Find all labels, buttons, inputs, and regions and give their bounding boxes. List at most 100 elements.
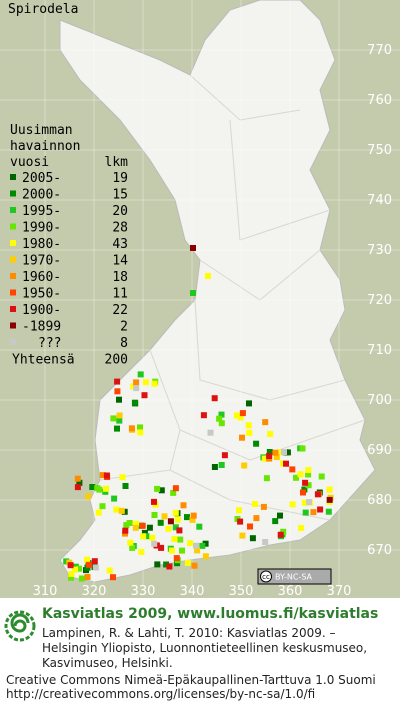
observation (137, 424, 143, 431)
observation (78, 575, 85, 582)
observation (302, 479, 309, 486)
grid-label: 770 (367, 43, 392, 58)
observation (163, 561, 170, 568)
legend-swatch (10, 223, 16, 230)
observation (266, 453, 273, 459)
legend-count: 28 (112, 221, 128, 236)
observation (165, 525, 172, 532)
observation (202, 540, 209, 547)
observation (211, 464, 218, 470)
observation (239, 434, 245, 441)
observation (106, 567, 113, 574)
grid-label: 360 (278, 584, 303, 599)
observation (202, 553, 209, 560)
observation (133, 385, 140, 392)
observation (63, 558, 70, 565)
observation (177, 536, 184, 543)
license-line: Creative Commons Nimeä-Epäkaupallinen-Ta… (6, 673, 376, 687)
observation (317, 506, 324, 513)
observation (310, 509, 317, 516)
observation (179, 547, 185, 554)
badge-box (257, 568, 332, 585)
observation (99, 472, 106, 479)
legend-count: 15 (112, 188, 128, 203)
grid-label: 750 (367, 143, 392, 158)
badge-icon (260, 570, 272, 583)
badge-text: BY-NC-SA (275, 573, 313, 582)
legend-label: 1960- (22, 270, 61, 285)
observation (239, 532, 246, 539)
observation (326, 486, 333, 493)
observation (103, 485, 109, 492)
legend-swatch (10, 339, 16, 345)
observation (305, 471, 312, 478)
observation (143, 533, 150, 540)
legend-label: -1899 (22, 320, 61, 335)
observation (184, 559, 191, 566)
observation (154, 561, 161, 568)
observation (239, 410, 246, 417)
observation (246, 429, 253, 436)
grid-label: 340 (180, 584, 205, 599)
observation (233, 412, 240, 419)
legend-label: 1950- (22, 287, 61, 302)
observation (180, 502, 187, 509)
observation (218, 462, 225, 468)
observation (246, 400, 252, 407)
observation (116, 396, 122, 403)
legend-swatch (10, 174, 16, 180)
observation (171, 536, 178, 542)
observation (158, 544, 165, 551)
observation (99, 503, 106, 510)
observation (128, 425, 135, 432)
observation (190, 290, 196, 296)
legend-count: 20 (112, 204, 128, 219)
observation (196, 523, 203, 530)
observation (76, 565, 82, 572)
observation (157, 519, 164, 526)
observation (289, 501, 296, 508)
observation (173, 555, 180, 562)
observation (140, 533, 147, 540)
observation (119, 474, 126, 481)
observation (85, 493, 92, 500)
observation (267, 431, 274, 437)
observations (63, 245, 334, 582)
legend-label: 1995- (22, 204, 61, 219)
observation (300, 489, 306, 496)
grid-label: 700 (367, 393, 392, 408)
citation-line: Helsingin Yliopisto, Luonnontieteellinen… (42, 641, 367, 655)
observation (221, 452, 228, 459)
observation (139, 522, 146, 529)
observation (172, 485, 179, 492)
grid-label: 680 (367, 493, 392, 508)
observation (237, 518, 244, 525)
grid-label: 330 (131, 584, 156, 599)
observation (110, 415, 117, 422)
observation (302, 509, 309, 516)
observation (297, 471, 304, 478)
grid-label: 310 (33, 584, 58, 599)
badge-cc: cc (262, 573, 270, 581)
region-borders (99, 74, 366, 521)
observation (184, 514, 190, 521)
observation (111, 495, 118, 502)
observation (114, 388, 121, 395)
legend-swatch (10, 256, 16, 263)
observation (237, 414, 244, 421)
observation (193, 542, 199, 549)
observation (168, 547, 175, 554)
observation (94, 485, 101, 492)
observation (262, 539, 269, 545)
observation (86, 561, 93, 568)
observation (142, 379, 149, 386)
observation (272, 518, 279, 525)
observation (131, 399, 138, 406)
observation (129, 544, 136, 551)
legend-swatch (10, 306, 16, 312)
grid-label: 320 (82, 584, 107, 599)
legend-heading: Uusimman (10, 123, 73, 138)
credits-title: Kasviatlas 2009, www.luomus.fi/kasviatla… (42, 606, 378, 622)
observation (161, 513, 168, 520)
observation (272, 449, 279, 456)
